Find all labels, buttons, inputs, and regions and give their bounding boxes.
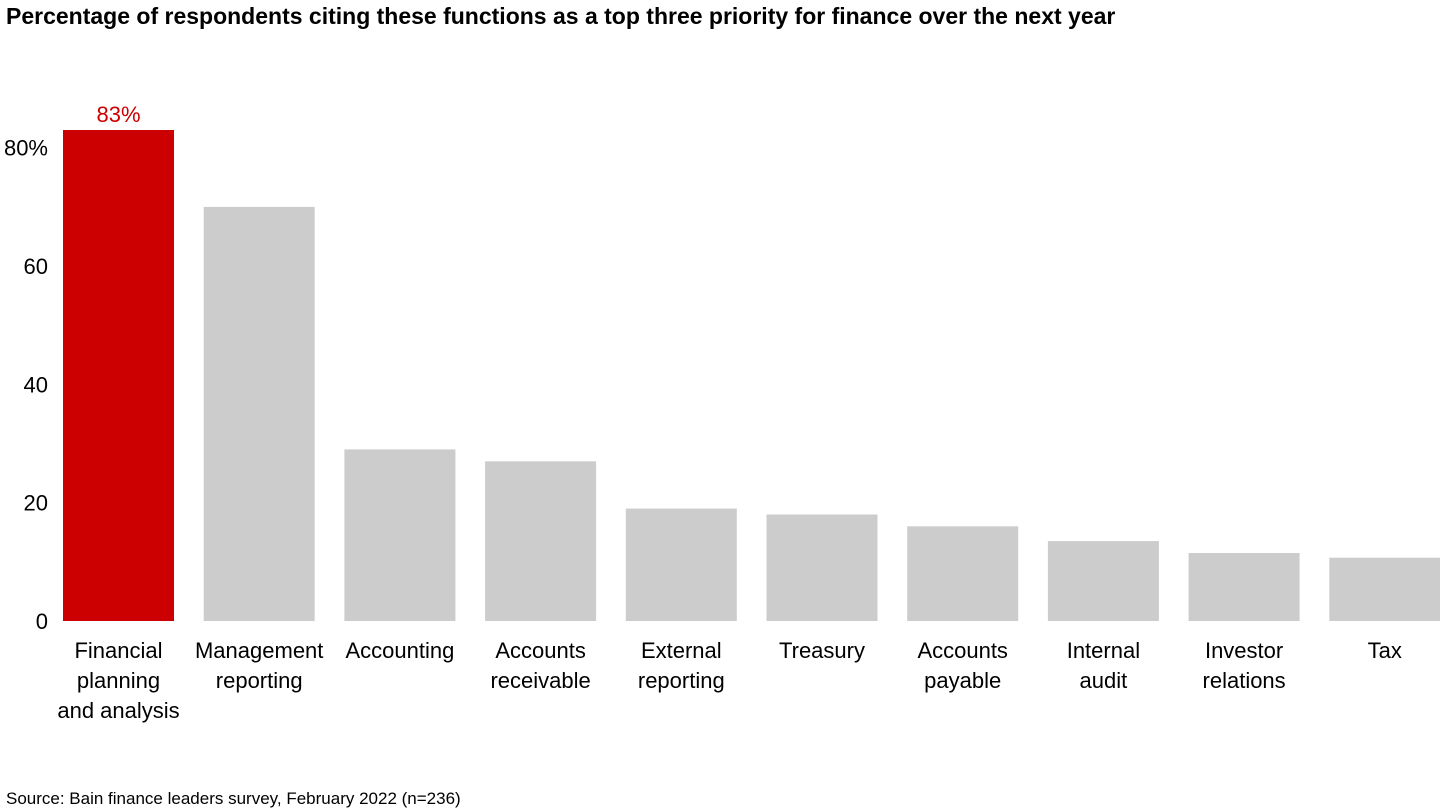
bar <box>485 461 597 621</box>
x-tick-label: Accounts payable <box>917 638 1008 693</box>
x-tick-label: Treasury <box>779 638 865 663</box>
source-note: Source: Bain finance leaders survey, Feb… <box>6 789 461 808</box>
x-axis: Financial planning and analysis Management r… <box>57 638 1402 723</box>
x-tick-label: Tax <box>1368 638 1402 663</box>
data-label: 83% <box>96 102 140 127</box>
chart-title: Percentage of respondents citing these f… <box>6 3 1115 29</box>
x-tick-label: Investor relations <box>1203 638 1286 693</box>
bars <box>63 130 1440 621</box>
x-tick-label: Internal audit <box>1067 638 1140 693</box>
x-tick-label: External reporting <box>638 638 725 693</box>
bar <box>625 508 737 621</box>
x-tick-label: Accounting <box>345 638 454 663</box>
bar <box>907 526 1019 621</box>
bar <box>63 130 174 621</box>
bar <box>1188 553 1300 621</box>
x-tick-label: Management reporting <box>195 638 323 693</box>
y-tick-label: 80% <box>4 136 48 161</box>
y-tick-label: 20 <box>24 491 48 516</box>
x-tick-label: Accounts receivable <box>490 638 590 693</box>
bar <box>766 514 878 621</box>
data-labels: 83% <box>96 102 140 127</box>
y-axis: 0 20 40 60 80% <box>4 136 48 634</box>
bar <box>344 449 456 621</box>
bar <box>1047 541 1159 621</box>
y-tick-label: 0 <box>36 609 48 634</box>
y-tick-label: 40 <box>24 372 48 397</box>
x-tick-label: Financial planning and analysis <box>57 638 179 723</box>
bar <box>1329 557 1440 621</box>
y-tick-label: 60 <box>24 254 48 279</box>
bar <box>203 206 315 621</box>
